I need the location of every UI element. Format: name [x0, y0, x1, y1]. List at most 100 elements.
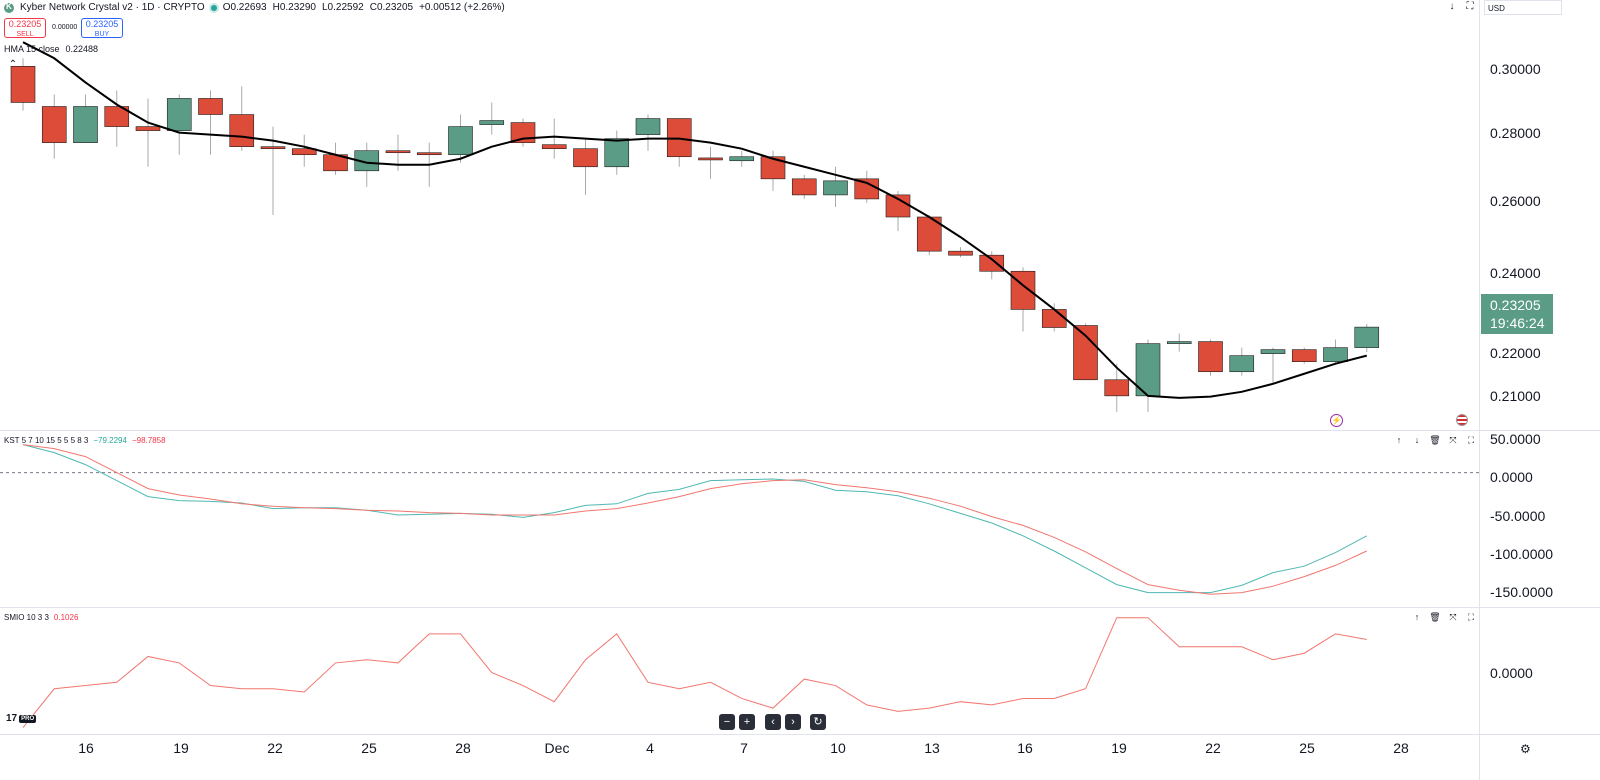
candle-body — [1198, 341, 1223, 373]
pane-separator-smio[interactable] — [0, 607, 1600, 608]
maximize-pane-icon[interactable]: ⛶ — [1467, 612, 1475, 622]
collapse-pane-icon[interactable]: ⤧ — [1449, 612, 1457, 622]
arrow-down-icon[interactable]: ↓ — [1449, 1, 1455, 12]
candle-body — [10, 66, 36, 103]
candle-body — [291, 148, 317, 156]
candle-body — [1135, 343, 1161, 397]
candle-body — [791, 178, 817, 196]
pane-separator-kst[interactable] — [0, 430, 1600, 431]
maximize-pane-icon[interactable]: ⛶ — [1467, 435, 1475, 445]
move-up-icon[interactable]: ↑ — [1396, 435, 1402, 445]
reset-chart-button[interactable]: ↻ — [810, 714, 826, 730]
hma-line — [22, 41, 1367, 399]
candle-body — [1104, 379, 1130, 397]
candle-body — [41, 106, 67, 143]
sell-button[interactable]: 0.23205 SELL — [4, 18, 46, 38]
symbol-title[interactable]: Kyber Network Crystal v2 · 1D · CRYPTO — [20, 2, 205, 13]
kst-line — [22, 444, 1367, 594]
candle-body — [760, 156, 786, 180]
kst-tick-label: -50.0000 — [1490, 508, 1546, 524]
delete-icon[interactable]: 🗑 — [1429, 612, 1441, 622]
time-tick-label: 19 — [173, 740, 189, 756]
time-tick-label: 13 — [924, 740, 940, 756]
candle-body — [541, 144, 567, 149]
market-status-icon[interactable] — [210, 4, 217, 11]
collapse-pane-icon[interactable]: ⤧ — [1449, 435, 1457, 445]
tradingview-logo[interactable]: 17 PRO — [6, 713, 37, 724]
kst-label: KST 5 7 10 15 5 5 5 8 3 — [4, 436, 89, 445]
candle-body — [1073, 325, 1098, 381]
candle-body — [385, 150, 411, 154]
candle-body — [698, 157, 723, 161]
candle-body — [166, 98, 192, 131]
candle-body — [979, 254, 1005, 272]
candle-body — [354, 150, 380, 172]
us-flag-icon[interactable] — [1456, 414, 1468, 426]
price-tick-label: 0.30000 — [1490, 61, 1541, 77]
candle-body — [823, 180, 848, 196]
pro-badge: PRO — [19, 714, 37, 723]
hma-legend[interactable]: HMA 15 close 0.22488 — [4, 44, 98, 54]
hma-value: 0.22488 — [65, 44, 99, 54]
kst-legend[interactable]: KST 5 7 10 15 5 5 5 8 3 −79.2294 −98.785… — [4, 436, 166, 445]
kyber-logo-icon — [4, 2, 14, 13]
bar-countdown: 19:46:24 — [1490, 315, 1545, 331]
time-axis-separator — [0, 734, 1600, 735]
kst-tick-label: 0.0000 — [1490, 469, 1533, 485]
price-tick-label: 0.26000 — [1490, 193, 1541, 209]
price-axis-separator — [1479, 0, 1480, 780]
time-tick-label: 19 — [1111, 740, 1127, 756]
candle-body — [416, 152, 442, 156]
kst-tick-label: 50.0000 — [1490, 431, 1541, 447]
collapse-legend-icon[interactable]: ⌃ — [8, 59, 18, 70]
candle-body — [73, 106, 98, 143]
scroll-left-button[interactable]: ‹ — [765, 714, 781, 730]
candle-body — [1354, 326, 1380, 348]
move-down-icon[interactable]: ↓ — [1414, 435, 1420, 445]
candle-body — [948, 250, 973, 256]
price-tick-label: 0.22000 — [1490, 345, 1541, 361]
last-price-tag: 0.23205 19:46:24 — [1481, 294, 1553, 334]
candle-body — [1229, 355, 1255, 373]
lightning-icon[interactable]: ⚡ — [1330, 414, 1343, 427]
smio-legend[interactable]: SMIO 10 3 3 0.1026 — [4, 613, 78, 622]
candle-body — [198, 98, 223, 115]
candle-body — [1010, 270, 1036, 310]
candle-body — [635, 118, 661, 135]
candle-body — [604, 138, 630, 168]
time-tick-label: 25 — [1299, 740, 1315, 756]
time-tick-label: 16 — [78, 740, 94, 756]
spread-value: 0.00000 — [52, 24, 78, 31]
candle-body — [448, 126, 473, 156]
smio-line — [22, 617, 1367, 728]
zoom-in-button[interactable]: + — [739, 714, 755, 730]
buy-button[interactable]: 0.23205 BUY — [81, 18, 123, 38]
candle-body — [1260, 349, 1286, 354]
candle-body — [260, 146, 286, 149]
smio-label: SMIO 10 3 3 — [4, 613, 49, 622]
kst-value: −79.2294 — [93, 436, 127, 445]
settings-gear-icon[interactable]: ⚙ — [1520, 742, 1531, 756]
zoom-out-button[interactable]: − — [719, 714, 735, 730]
tv-logo-icon: 17 — [6, 713, 18, 724]
candle-body — [1041, 309, 1067, 328]
candle-body — [479, 120, 505, 125]
ohlc-high: H0.23290 — [272, 2, 316, 13]
candle-body — [104, 106, 130, 127]
maximize-icon[interactable]: ⛶ — [1466, 1, 1474, 12]
ohlc-open: O0.22693 — [222, 2, 267, 13]
kst-tick-label: -150.0000 — [1490, 584, 1554, 600]
time-tick-label: 7 — [740, 740, 748, 756]
time-tick-label: 22 — [1205, 740, 1221, 756]
delete-icon[interactable]: 🗑 — [1429, 435, 1441, 445]
move-up-icon[interactable]: ↑ — [1414, 612, 1420, 622]
ohlc-low: L0.22592 — [322, 2, 364, 13]
currency-selector[interactable]: USD — [1484, 0, 1562, 15]
candle-body — [135, 126, 161, 131]
scroll-right-button[interactable]: › — [785, 714, 801, 730]
ohlc-close: C0.23205 — [369, 2, 414, 13]
hma-label: HMA 15 close — [4, 44, 60, 54]
time-tick-label: 22 — [267, 740, 283, 756]
candle-body — [1166, 341, 1192, 344]
